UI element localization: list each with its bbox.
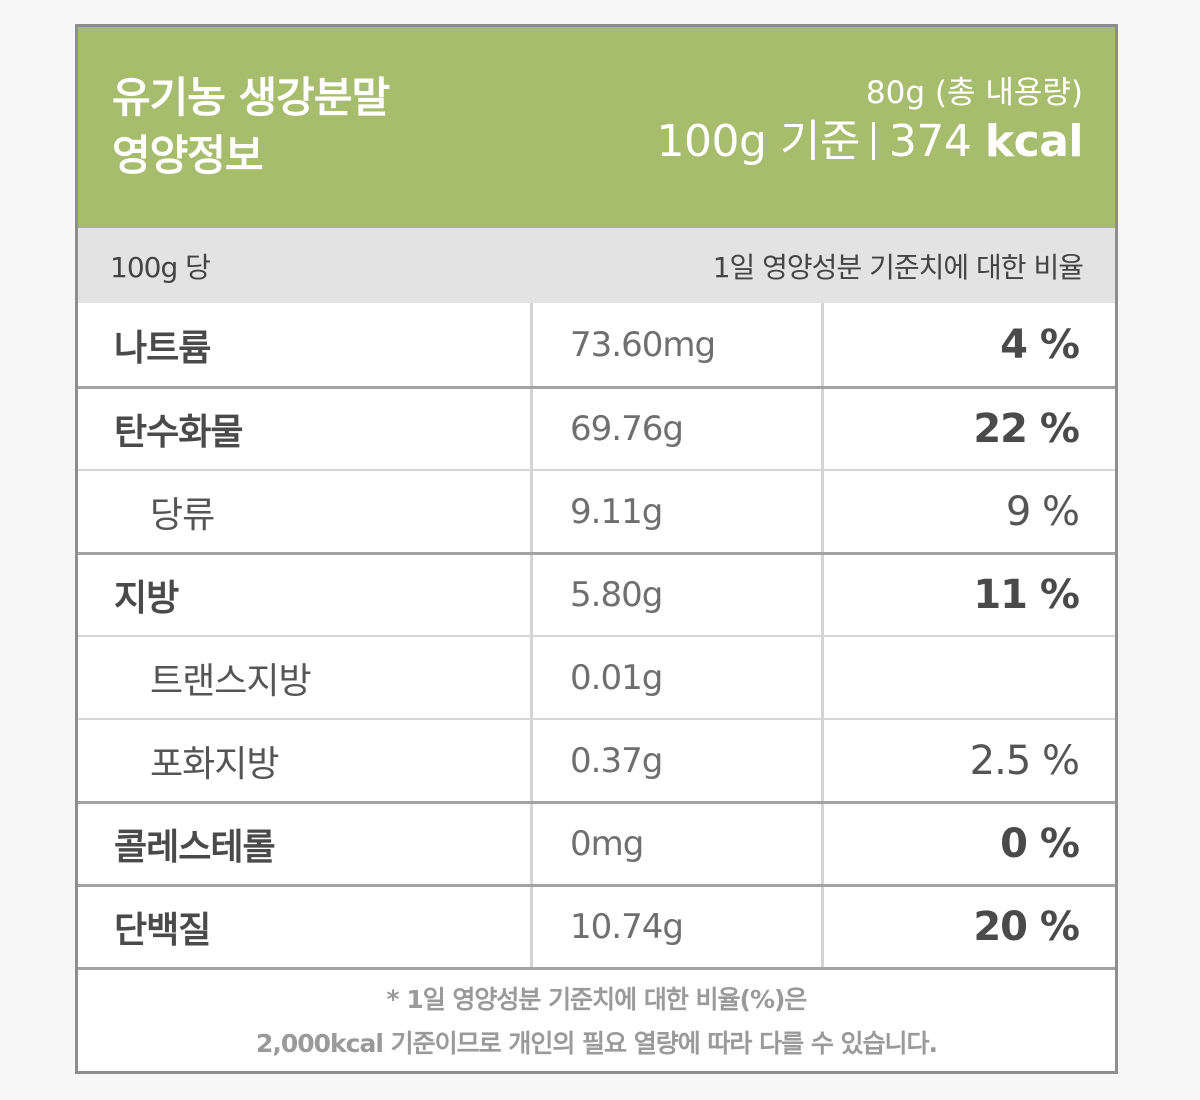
total-content: 80g (총 내용량) [865, 75, 1083, 111]
nutrient-percent: 20 % [973, 904, 1080, 950]
nutrient-percent: 2.5 % [969, 737, 1080, 784]
nutrient-row-fat: 지방 5.80g 11 % [78, 552, 1115, 635]
calories-value: 374 [888, 116, 972, 167]
product-name: 유기농 생강분말 [112, 73, 390, 122]
nutrient-percent: 11 % [973, 572, 1080, 618]
nutrient-percent: 0 % [1000, 821, 1080, 867]
nutrient-name: 단백질 [78, 887, 533, 967]
nutrient-row-cholesterol: 콜레스테롤 0mg 0 % [78, 801, 1115, 884]
nutrient-amount: 73.60mg [533, 303, 824, 386]
nutrient-row-saturated-fat: 포화지방 0.37g 2.5 % [78, 718, 1115, 801]
nutrient-percent: 9 % [1005, 488, 1080, 535]
nutrient-percent [824, 637, 1115, 718]
calorie-basis: 100g 기준 374 kcal [656, 113, 1084, 171]
footnote-line-2: 2,000kcal 기준이므로 개인의 필요 열량에 따라 다를 수 있습니다. [255, 1028, 938, 1058]
nutrient-amount: 0.01g [533, 637, 824, 718]
daily-value-label: 1일 영양성분 기준치에 대한 비율 [712, 250, 1084, 284]
basis-amount: 100g 기준 [656, 116, 861, 167]
nutrient-table: 나트륨 73.60mg 4 % 탄수화물 69.76g 22 % 당류 9.11… [78, 303, 1115, 967]
nutrient-name: 지방 [78, 555, 533, 635]
nutrient-amount: 0.37g [533, 720, 824, 801]
nutrient-row-protein: 단백질 10.74g 20 % [78, 884, 1115, 967]
nutrient-percent: 22 % [973, 406, 1080, 452]
footnote-line-1: * 1일 영양성분 기준치에 대한 비율(%)은 [386, 984, 808, 1014]
nutrient-row-carbohydrate: 탄수화물 69.76g 22 % [78, 386, 1115, 469]
nutrient-name: 당류 [78, 471, 533, 552]
nutrient-amount: 10.74g [533, 887, 824, 967]
nutrient-amount: 5.80g [533, 555, 824, 635]
nutrition-facts-label: 유기농 생강분말 영양정보 80g (총 내용량) 100g 기준 374 kca… [75, 24, 1118, 1074]
nutrient-row-sugars: 당류 9.11g 9 % [78, 469, 1115, 552]
nutrient-amount: 69.76g [533, 389, 824, 469]
nutrient-percent: 4 % [1000, 321, 1080, 368]
nutrition-info-heading: 영양정보 [112, 131, 264, 180]
column-subheader: 100g 당 1일 영양성분 기준치에 대한 비율 [78, 228, 1115, 303]
nutrient-name: 콜레스테롤 [78, 804, 533, 884]
nutrient-amount: 9.11g [533, 471, 824, 552]
label-header: 유기농 생강분말 영양정보 80g (총 내용량) 100g 기준 374 kca… [78, 27, 1115, 228]
footnote: * 1일 영양성분 기준치에 대한 비율(%)은 2,000kcal 기준이므로… [78, 967, 1115, 1073]
product-title: 유기농 생강분말 영양정보 [112, 69, 390, 185]
divider [871, 122, 875, 160]
calories-unit: kcal [984, 116, 1084, 167]
serving-info: 80g (총 내용량) 100g 기준 374 kcal [656, 73, 1084, 171]
nutrient-name: 탄수화물 [78, 389, 533, 469]
nutrient-amount: 0mg [533, 804, 824, 884]
per-amount-label: 100g 당 [110, 250, 211, 284]
nutrient-name: 트랜스지방 [78, 637, 533, 718]
nutrient-name: 포화지방 [78, 720, 533, 801]
nutrient-row-trans-fat: 트랜스지방 0.01g [78, 635, 1115, 718]
nutrient-row-sodium: 나트륨 73.60mg 4 % [78, 303, 1115, 386]
nutrient-name: 나트륨 [78, 303, 533, 386]
